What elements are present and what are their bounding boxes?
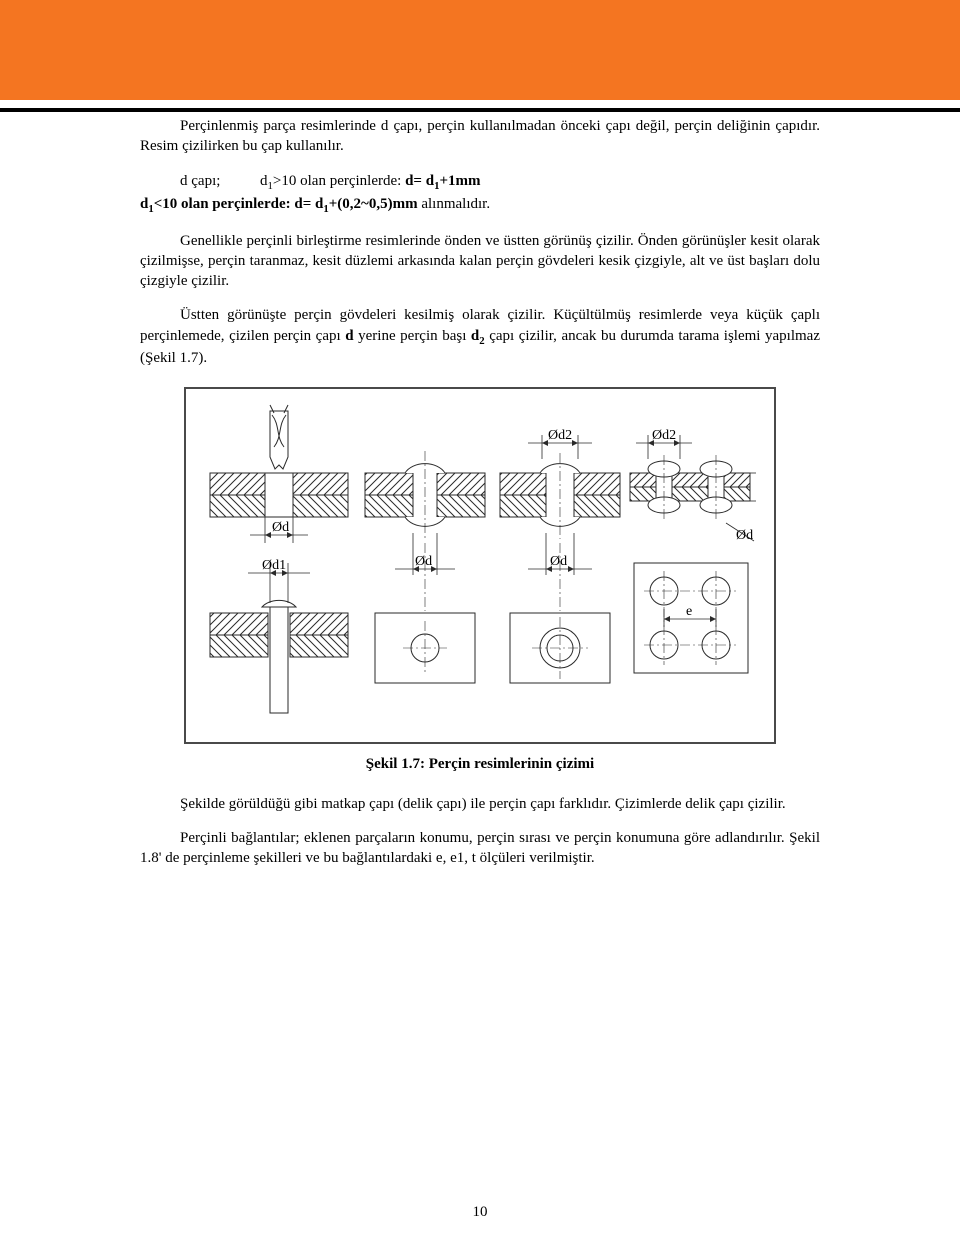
figure-caption: Şekil 1.7: Perçin resimlerinin çizimi (140, 754, 820, 774)
header-underline-thick (0, 108, 960, 112)
fig-label-phi-d2-b: Ød2 (652, 428, 676, 443)
fig-label-e: e (686, 604, 692, 619)
page-number: 10 (0, 1204, 960, 1221)
paragraph-3: Genellikle perçinli birleştirme resimler… (140, 231, 820, 292)
fig-group-3: Ød2 Ød (500, 428, 620, 683)
fig-label-phi-d: Ød (272, 520, 289, 535)
formula-block: d çapı; d1>10 olan perçinlerde: d= d1+1m… (140, 171, 820, 217)
paragraph-5: Şekilde görüldüğü gibi matkap çapı (deli… (140, 794, 820, 814)
paragraph-6: Perçinli bağlantılar; eklenen parçaların… (140, 828, 820, 869)
header-orange-bar (0, 0, 960, 100)
fig-group-1: Ød Ød1 (210, 405, 348, 713)
fig-label-phi-d-3: Ød (550, 554, 567, 569)
fig-label-phi-d-4: Ød (736, 528, 753, 543)
fig-label-phi-d1: Ød1 (262, 558, 286, 573)
formula-line-2: d1<10 olan perçinlerde: d= d1+(0,2~0,5)m… (140, 194, 820, 217)
paragraph-1: Perçinlenmiş parça resimlerinde d çapı, … (140, 116, 820, 157)
page-content: Perçinlenmiş parça resimlerinde d çapı, … (0, 116, 960, 869)
fig-group-2: Ød (365, 451, 485, 683)
figure-svg: Ød Ød1 (200, 403, 760, 723)
formula-line-1: d1>10 olan perçinlerde: d= d1+1mm (260, 171, 820, 194)
fig-label-phi-d-2: Ød (415, 554, 432, 569)
figure-container: Ød Ød1 (140, 387, 820, 744)
fig-group-4: Ød2 Ød (630, 428, 756, 673)
paragraph-4: Üstten görünüşte perçin gövdeleri kesilm… (140, 305, 820, 368)
formula-label: d çapı; (140, 171, 260, 194)
figure-frame: Ød Ød1 (184, 387, 776, 744)
fig-label-phi-d2: Ød2 (548, 428, 572, 443)
